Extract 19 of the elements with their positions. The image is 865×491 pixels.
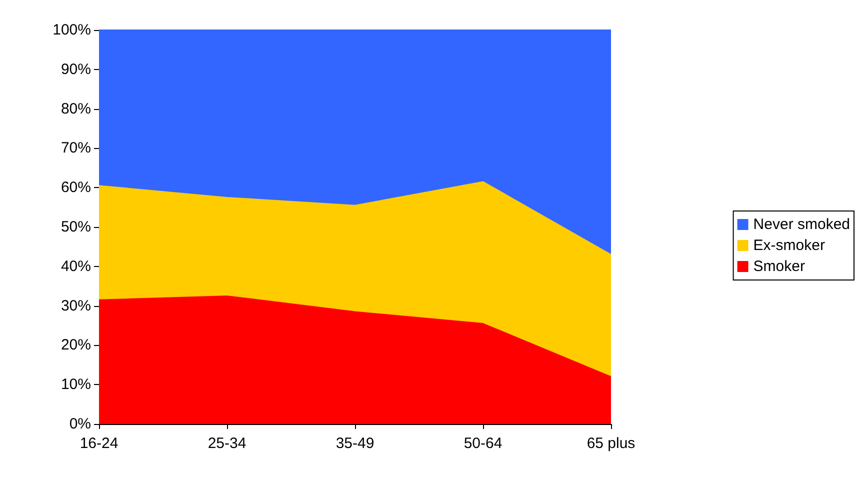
legend-label: Smoker (753, 258, 805, 275)
y-tick-label: 30% (60, 297, 91, 314)
y-tick-label: 100% (52, 22, 91, 38)
x-tick-label: 50-64 (464, 435, 502, 452)
x-tick-label: 65 plus (586, 435, 636, 452)
legend-label: Never smoked (753, 216, 850, 233)
x-tick-label: 16-24 (80, 435, 118, 452)
y-tick-label: 10% (60, 376, 91, 394)
x-tick-label: 25-34 (208, 435, 246, 452)
x-tick-label: 35-49 (336, 435, 374, 452)
y-tick-label: 0% (69, 416, 91, 432)
y-tick-label: 50% (60, 218, 91, 236)
y-tick-label: 70% (60, 140, 91, 157)
y-tick-label: 20% (60, 336, 91, 354)
legend-label: Ex-smoker (753, 237, 825, 254)
y-tick-label: 60% (60, 179, 91, 196)
y-tick-label: 90% (60, 60, 91, 78)
y-tick-label: 40% (60, 258, 91, 275)
y-tick-label: 80% (60, 100, 91, 118)
